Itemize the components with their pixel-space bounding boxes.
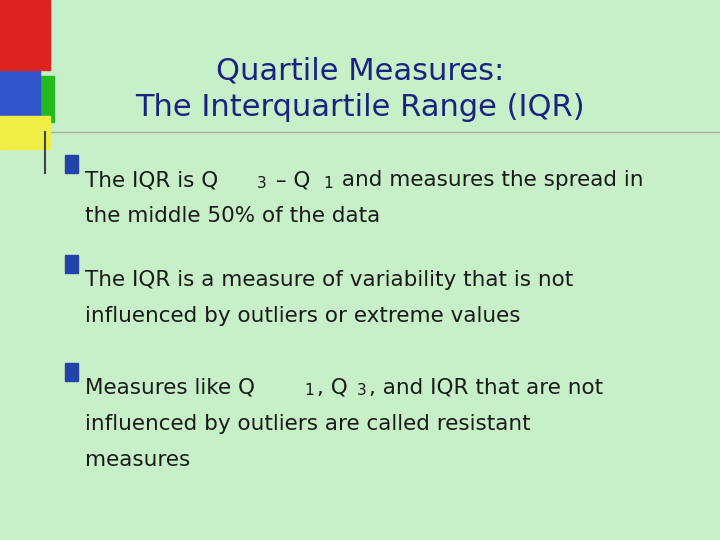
Text: and measures the spread in: and measures the spread in — [336, 170, 644, 190]
Bar — [0, 0, 50, 70]
Text: The IQR is a measure of variability that is not: The IQR is a measure of variability that… — [85, 270, 573, 290]
Text: Measures like Q: Measures like Q — [85, 378, 255, 398]
Text: measures: measures — [85, 450, 190, 470]
Bar — [0, 68, 40, 122]
Text: 1: 1 — [305, 383, 314, 399]
Text: 3: 3 — [356, 383, 366, 399]
Bar — [22, 76, 54, 122]
Bar — [0, 116, 50, 148]
Bar — [65, 363, 78, 381]
Text: influenced by outliers are called resistant: influenced by outliers are called resist… — [85, 414, 531, 434]
Text: the middle 50% of the data: the middle 50% of the data — [85, 206, 380, 226]
Text: , Q: , Q — [317, 378, 348, 398]
Text: 3: 3 — [257, 176, 266, 191]
Text: 1: 1 — [323, 176, 333, 191]
Text: – Q: – Q — [269, 170, 311, 190]
Bar — [65, 155, 78, 173]
Bar — [65, 255, 78, 273]
Text: influenced by outliers or extreme values: influenced by outliers or extreme values — [85, 306, 521, 326]
Text: , and IQR that are not: , and IQR that are not — [369, 378, 603, 398]
Text: The IQR is Q: The IQR is Q — [85, 170, 218, 190]
Text: Quartile Measures:
The Interquartile Range (IQR): Quartile Measures: The Interquartile Ran… — [135, 57, 585, 122]
